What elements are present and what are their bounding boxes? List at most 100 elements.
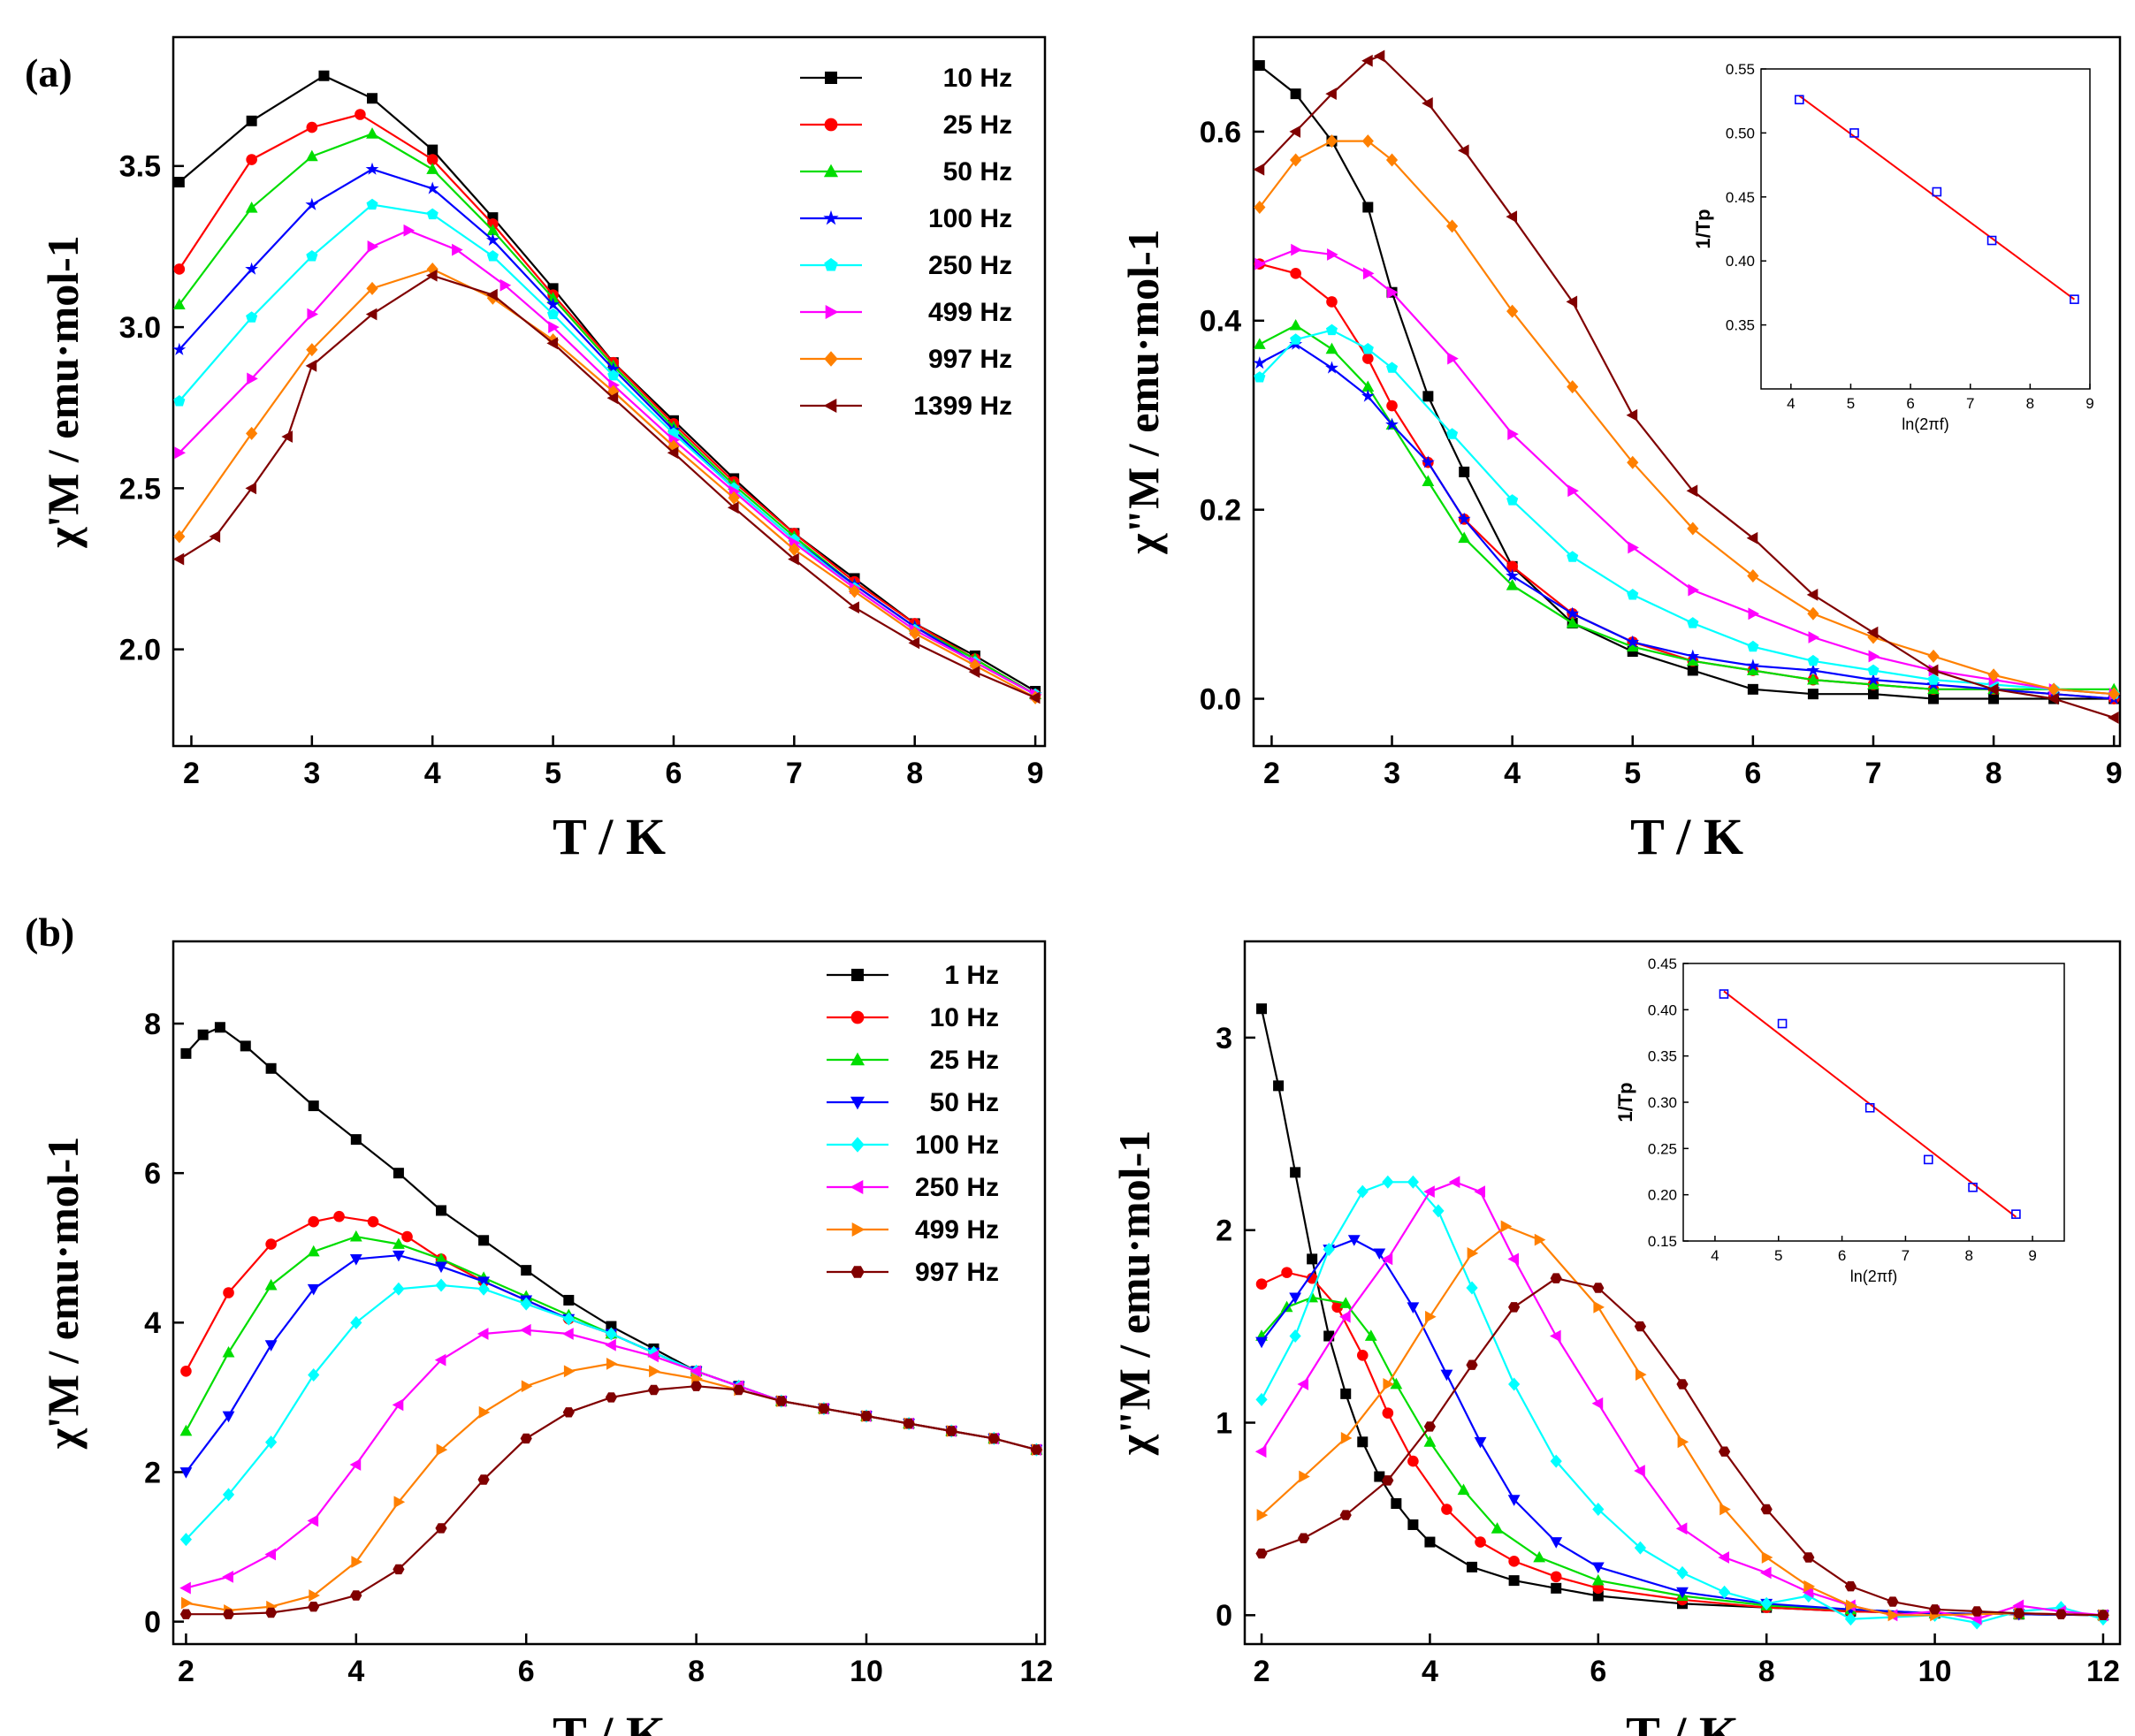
data-point	[775, 1396, 788, 1406]
data-point	[1374, 1471, 1385, 1482]
data-point	[1381, 1253, 1393, 1266]
data-point	[1030, 1444, 1042, 1455]
legend-marker	[824, 257, 838, 271]
data-point	[1686, 484, 1698, 498]
data-point	[1688, 583, 1700, 597]
data-point	[860, 1411, 873, 1421]
series-499-hz	[1254, 243, 2121, 701]
series-line	[1261, 1271, 2104, 1617]
data-point	[1987, 668, 2000, 682]
panel-label-a: (a)	[25, 50, 72, 95]
data-point	[1675, 1522, 1688, 1535]
data-point	[667, 446, 679, 460]
data-point	[1362, 267, 1375, 280]
data-point	[1687, 522, 1699, 536]
data-point	[333, 1210, 345, 1222]
x-tick-label: 8	[688, 1655, 705, 1688]
legend-marker	[824, 118, 838, 132]
data-point	[606, 362, 621, 375]
data-point	[562, 1407, 575, 1418]
y-tick-label: 0.0	[1200, 682, 1241, 716]
legend-label: 1 Hz	[944, 961, 999, 990]
data-point	[1466, 1281, 1478, 1295]
data-point	[1382, 1407, 1394, 1419]
data-point	[1422, 391, 1434, 402]
data-point	[425, 181, 439, 194]
series-499-hz	[174, 224, 1042, 701]
data-point	[1867, 678, 1880, 689]
data-point	[350, 1315, 362, 1329]
data-point	[1407, 1175, 1419, 1189]
data-point	[1298, 1533, 1310, 1543]
data-point	[1325, 361, 1338, 374]
data-point	[1866, 626, 1879, 639]
data-point	[1550, 1329, 1561, 1343]
series-10-hz	[1254, 60, 2120, 704]
data-point	[1677, 1435, 1689, 1449]
data-point	[173, 263, 186, 275]
data-point	[245, 202, 258, 213]
data-point	[1423, 1185, 1435, 1199]
inset-x-tick-label: 8	[2026, 395, 2034, 412]
data-point	[1364, 1329, 1377, 1341]
data-point	[1326, 296, 1338, 308]
data-point	[435, 1253, 447, 1264]
data-point	[1356, 1349, 1369, 1361]
data-point	[1567, 380, 1579, 394]
data-point	[1423, 1435, 1437, 1447]
legend-marker	[823, 164, 839, 178]
data-point	[1567, 484, 1579, 498]
data-point	[307, 1283, 320, 1296]
data-point	[1391, 1498, 1402, 1509]
data-point	[1339, 1510, 1352, 1520]
data-point	[1387, 286, 1399, 299]
inset-x-tick-label: 5	[1847, 395, 1855, 412]
data-point	[2108, 687, 2120, 701]
data-point	[1340, 1432, 1353, 1444]
data-point	[281, 430, 293, 443]
data-point	[607, 369, 620, 381]
series-25-hz	[173, 109, 1041, 700]
data-point	[1676, 1565, 1689, 1580]
data-point	[1592, 1582, 1605, 1595]
data-point	[1760, 1504, 1773, 1515]
data-point	[521, 1265, 532, 1276]
y-tick-label: 2.5	[119, 472, 161, 506]
data-point	[1432, 1204, 1445, 1218]
data-point	[366, 198, 378, 210]
y-tick-label: 3	[1216, 1022, 1232, 1055]
data-point	[1255, 1278, 1268, 1290]
x-axis-label: T / K	[553, 1706, 666, 1736]
series-499-hz	[1256, 1220, 2110, 1622]
data-point	[1759, 1566, 1772, 1580]
data-point	[265, 1238, 277, 1250]
data-point	[265, 1062, 277, 1074]
legend-label: 50 Hz	[930, 1088, 999, 1117]
inset-background	[1761, 69, 2090, 389]
data-point	[1507, 428, 1519, 441]
y-tick-label: 2	[1216, 1214, 1232, 1248]
data-point	[1281, 1267, 1292, 1278]
data-point	[562, 1328, 574, 1340]
x-tick-label: 8	[1758, 1655, 1775, 1688]
data-point	[1626, 408, 1638, 422]
series-line	[1259, 65, 2115, 700]
inset-x-tick-label: 9	[2028, 1247, 2036, 1264]
inset-y-tick-label: 0.40	[1648, 1001, 1677, 1018]
x-tick-label: 4	[347, 1655, 364, 1688]
x-tick-label: 4	[424, 757, 441, 790]
data-point	[180, 1047, 192, 1059]
series-line	[179, 274, 1036, 699]
x-tick-label: 2	[1263, 757, 1280, 790]
data-point	[1718, 1585, 1731, 1599]
data-point	[392, 1398, 404, 1412]
inset-x-tick-label: 6	[1838, 1247, 1846, 1264]
data-point	[246, 426, 258, 440]
series-line	[1259, 324, 2115, 690]
data-point	[1327, 248, 1338, 261]
data-point	[173, 395, 186, 407]
data-point	[1331, 1301, 1344, 1313]
data-point	[1506, 304, 1519, 318]
data-point	[179, 1609, 192, 1619]
legend-label: 10 Hz	[930, 1003, 999, 1032]
